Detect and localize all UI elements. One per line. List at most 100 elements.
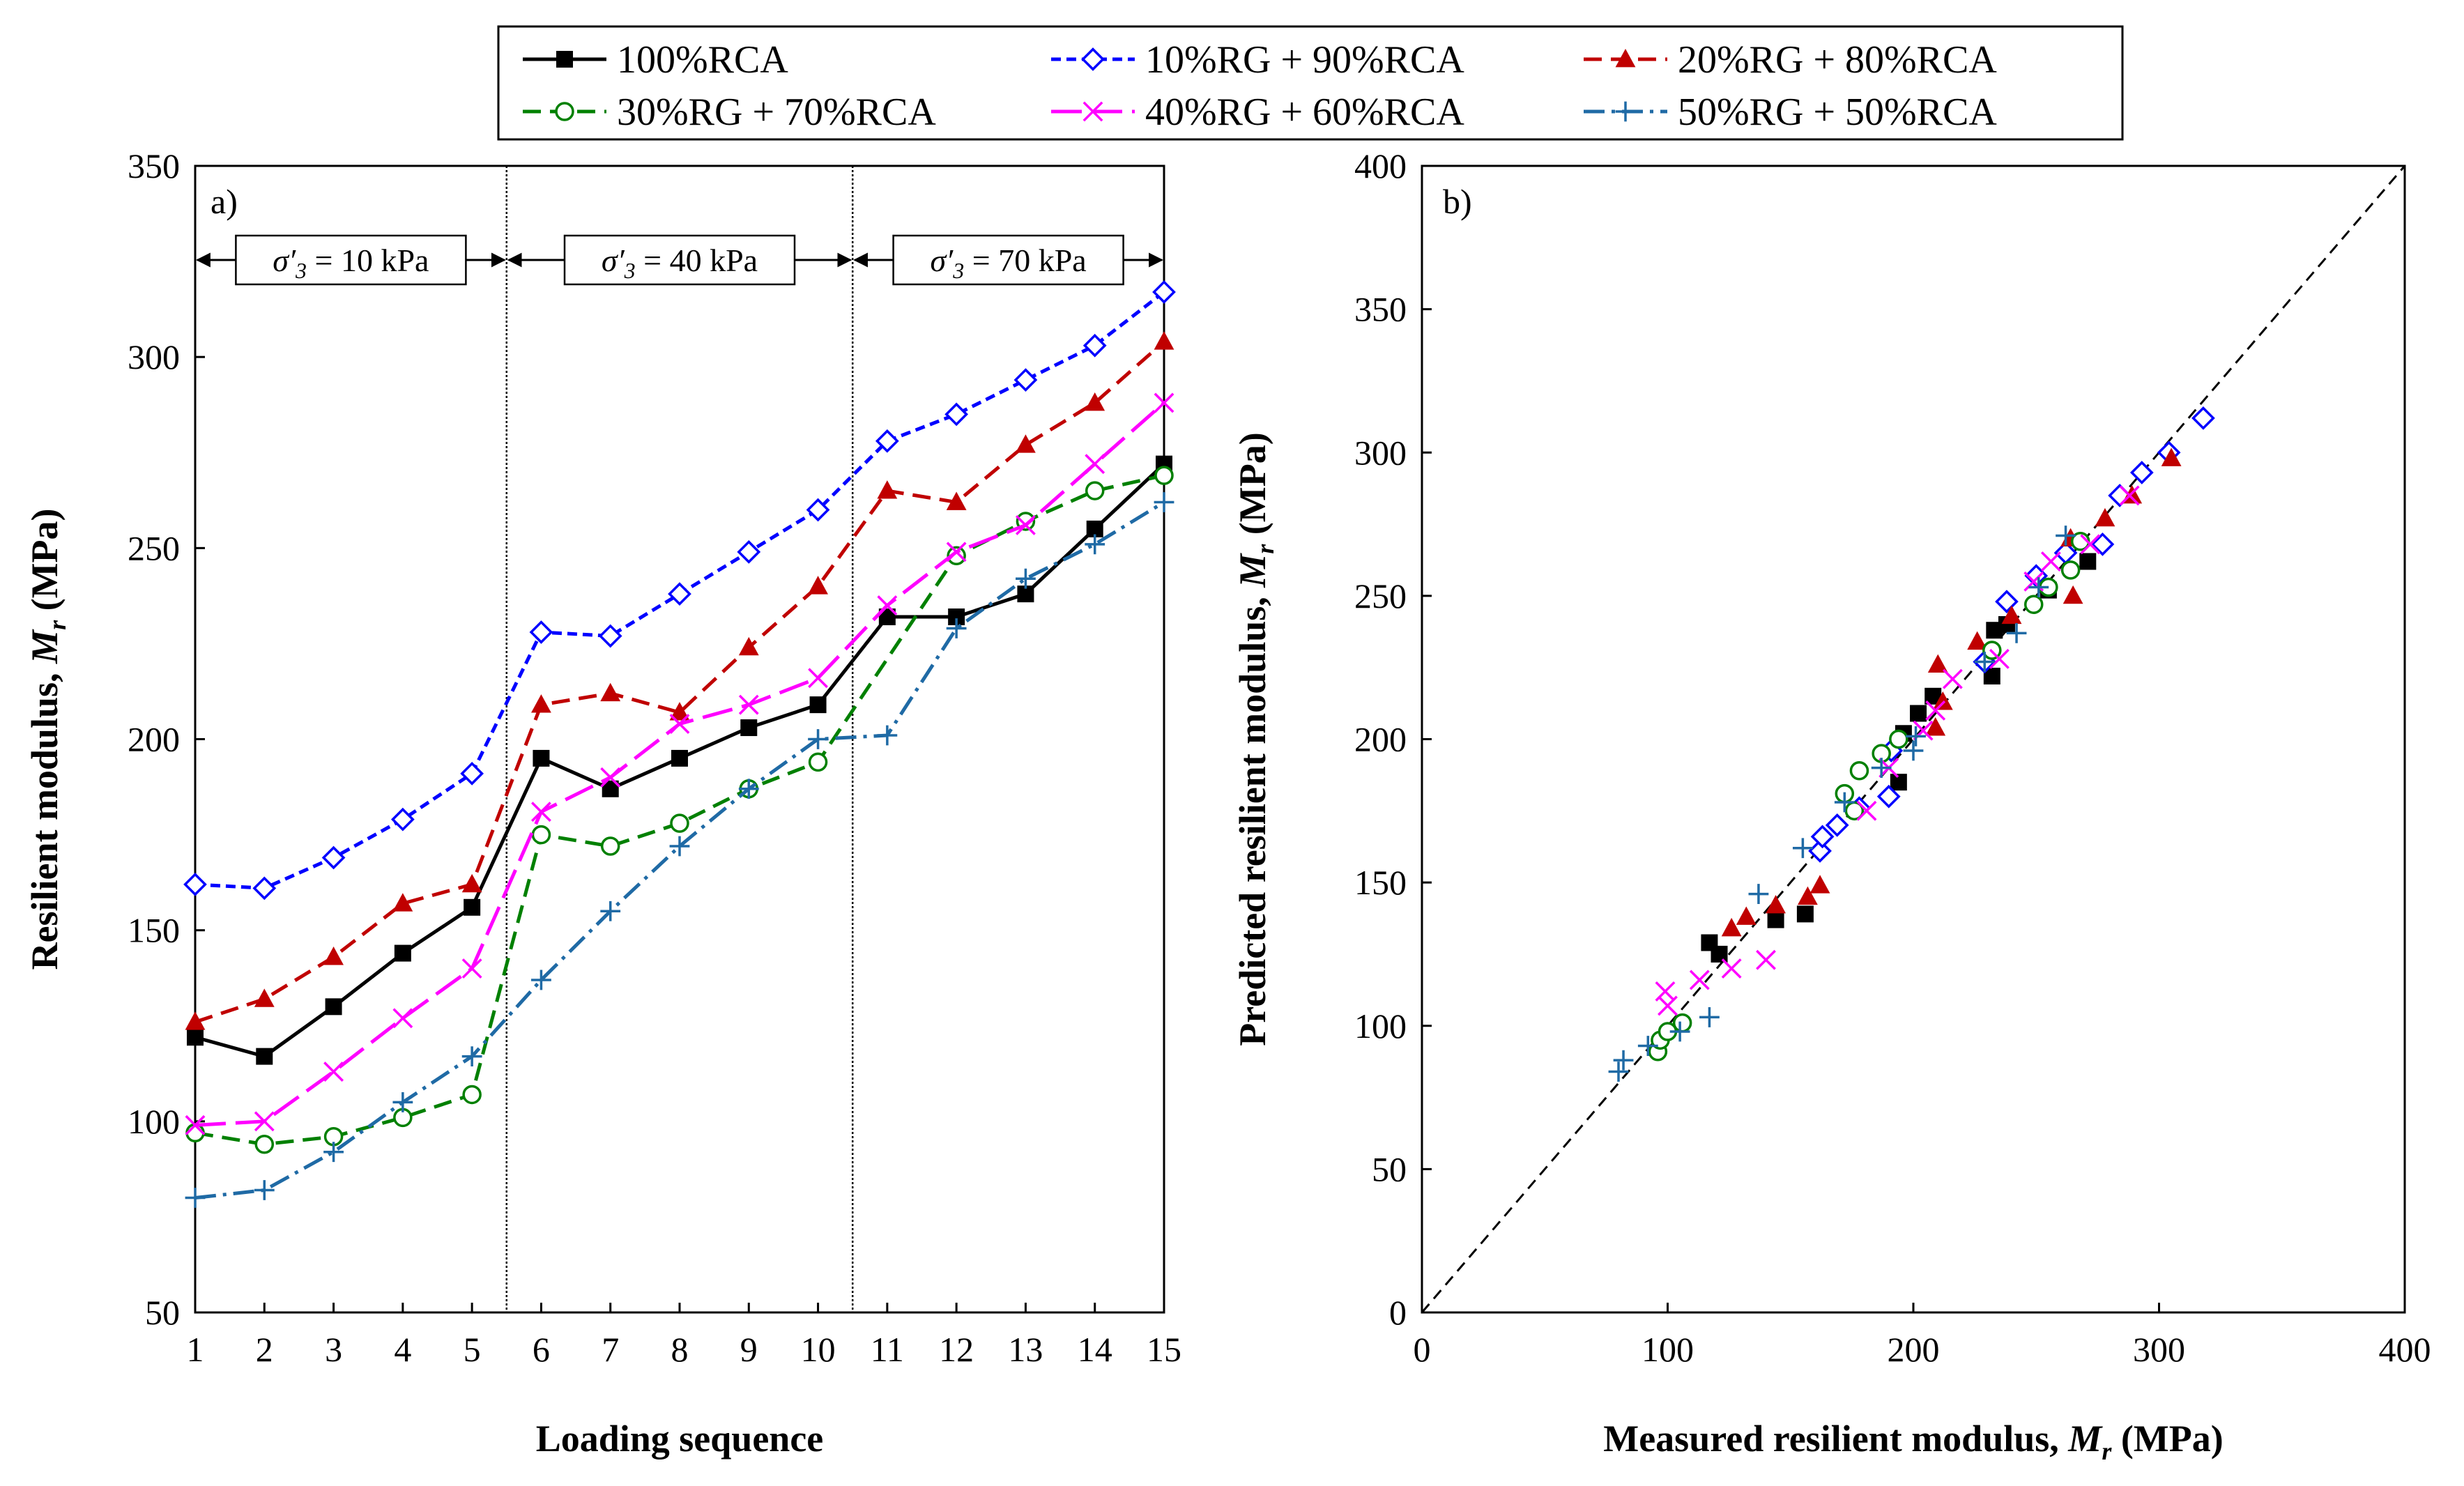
data-point xyxy=(1876,784,1901,809)
data-point xyxy=(530,802,551,822)
y-tick-label-a: 350 xyxy=(128,146,180,185)
y-tick-label-b: 50 xyxy=(1372,1149,1407,1188)
data-point xyxy=(1927,654,1948,673)
legend-label: 20%RG + 80%RCA xyxy=(1678,38,1997,82)
data-point xyxy=(944,402,969,427)
data-point xyxy=(808,729,828,749)
legend-item: 50%RG + 50%RCA xyxy=(1584,91,1997,134)
data-point xyxy=(2080,534,2101,555)
stress-label: σ′3 = 40 kPa xyxy=(602,243,758,283)
sigma-sub: 3 xyxy=(952,258,964,283)
y-label-symbol: M xyxy=(24,629,66,664)
data-point xyxy=(1925,700,1946,721)
data-point xyxy=(323,1062,344,1082)
data-point xyxy=(1721,958,1742,979)
data-point xyxy=(323,947,344,965)
data-point xyxy=(669,702,690,721)
series-b xyxy=(1648,531,2090,1062)
y-label-symbol: M xyxy=(1232,553,1273,588)
data-point xyxy=(1154,492,1174,512)
data-point xyxy=(1856,800,1877,821)
data-point xyxy=(2161,447,2182,466)
y-tick-label-a: 250 xyxy=(128,528,180,567)
data-point xyxy=(254,988,275,1007)
data-point xyxy=(1672,1013,1692,1033)
series-line xyxy=(194,473,1165,1147)
data-point xyxy=(321,845,346,870)
x-tick-label-a: 6 xyxy=(533,1330,550,1369)
chart-panel-b: 0 50 100 150 200 250 300 350 400 0 100 200 300 400 b) M… xyxy=(1232,146,2431,1465)
x-tick-label-a: 8 xyxy=(671,1330,689,1369)
data-point xyxy=(2129,461,2154,484)
series-a xyxy=(183,280,1176,901)
y-tick-label-b: 200 xyxy=(1354,720,1407,759)
legend-item: 30%RG + 70%RCA xyxy=(523,91,936,134)
data-point xyxy=(1825,813,1849,837)
y-tick-label-a: 150 xyxy=(128,911,180,950)
data-point xyxy=(464,898,481,916)
x-tick-label-a: 7 xyxy=(602,1330,619,1369)
sigma-symbol: σ′ xyxy=(602,243,625,278)
sigma-sub: 3 xyxy=(624,258,636,283)
stress-label: σ′3 = 10 kPa xyxy=(273,243,429,283)
data-point xyxy=(877,480,898,499)
stress-label: σ′3 = 70 kPa xyxy=(931,243,1087,283)
panel-label-b: b) xyxy=(1443,182,1472,221)
data-point xyxy=(1849,760,1869,781)
stress-value: = 40 kPa xyxy=(636,243,758,278)
data-point xyxy=(392,893,413,912)
data-point xyxy=(1809,875,1830,894)
data-point xyxy=(1658,995,1678,1016)
y-tick-label-b: 300 xyxy=(1354,433,1407,472)
data-point xyxy=(600,682,621,702)
series-a xyxy=(185,331,1174,1030)
x-tick-label-a: 2 xyxy=(256,1330,273,1369)
x-axis-label-b: Measured resilient modulus, Mr (MPa) xyxy=(1603,1418,2224,1465)
x-tick-label-b: 100 xyxy=(1642,1330,1694,1369)
series-a xyxy=(185,392,1174,1135)
legend-item: 10%RG + 90%RCA xyxy=(1051,38,1464,82)
data-point xyxy=(1154,466,1174,485)
stress-value: = 10 kPa xyxy=(307,243,429,278)
data-point xyxy=(256,1048,273,1065)
data-point xyxy=(1721,917,1742,937)
data-point xyxy=(1736,906,1757,925)
data-point xyxy=(2090,532,2115,556)
legend: 100%RCA 10%RG + 90%RCA 20%RG + 80%RCA 30%RG… xyxy=(497,25,2124,141)
data-point xyxy=(1608,1062,1629,1082)
legend-marker xyxy=(555,102,574,121)
stress-value: = 70 kPa xyxy=(964,243,1086,278)
data-point xyxy=(1711,945,1728,963)
data-point xyxy=(462,1085,482,1105)
y-axis-label-a: Resilient modulus, Mr (MPa) xyxy=(24,508,71,970)
legend-item: 40%RG + 60%RCA xyxy=(1051,91,1464,134)
y-label-unit: (MPa) xyxy=(1232,432,1273,544)
data-point xyxy=(1154,331,1174,350)
y-tick-label-b: 250 xyxy=(1354,576,1407,615)
data-point xyxy=(946,491,967,510)
data-point xyxy=(671,749,688,767)
data-point xyxy=(187,1029,204,1046)
data-point xyxy=(1016,568,1036,589)
legend-label: 50%RG + 50%RCA xyxy=(1678,91,1997,134)
x-tick-label-a: 11 xyxy=(871,1330,904,1369)
data-point xyxy=(2191,406,2215,430)
data-point xyxy=(2063,585,2083,604)
data-point xyxy=(2119,485,2140,506)
y-tick-label-a: 50 xyxy=(145,1293,180,1332)
y-label-sub: r xyxy=(1251,544,1279,554)
x-tick-label-a: 5 xyxy=(464,1330,481,1369)
data-point xyxy=(461,958,482,979)
data-point xyxy=(1766,895,1786,914)
data-point xyxy=(2006,622,2027,643)
data-point xyxy=(531,970,551,990)
panel-label-a: a) xyxy=(211,182,238,221)
data-point xyxy=(394,944,411,962)
data-point xyxy=(738,694,759,715)
legend-marker xyxy=(1615,101,1636,122)
data-point xyxy=(185,1114,206,1135)
y-label-text: Predicted resilient modulus, xyxy=(1232,588,1273,1046)
legend-item: 100%RCA xyxy=(523,38,788,82)
series-b xyxy=(1808,406,2215,863)
data-point xyxy=(1808,839,1832,863)
